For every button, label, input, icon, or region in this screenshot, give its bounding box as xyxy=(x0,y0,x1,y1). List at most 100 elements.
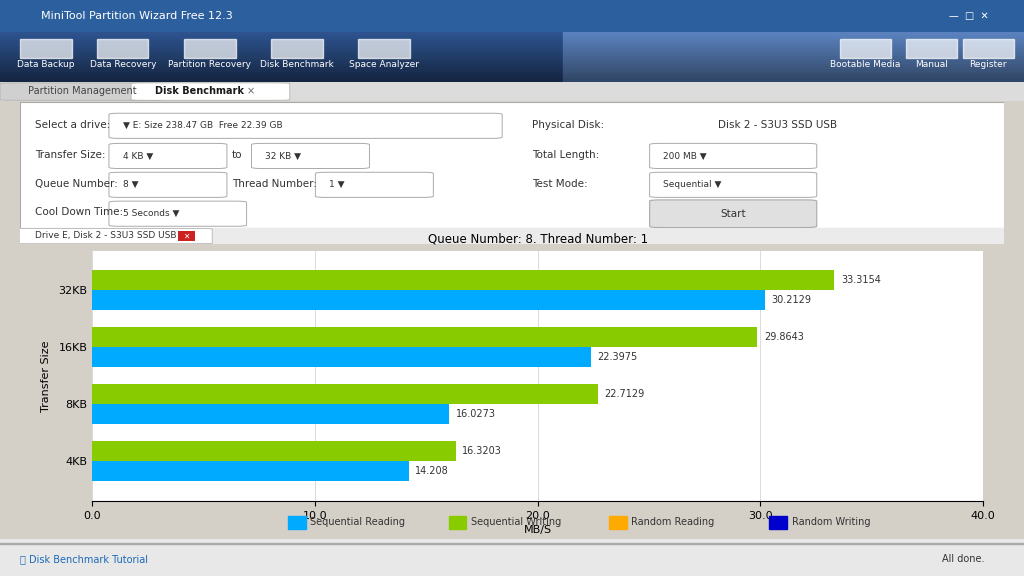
Text: Space Analyzer: Space Analyzer xyxy=(349,60,419,69)
Bar xyxy=(358,40,410,58)
Bar xyxy=(271,40,323,58)
Text: 16.0273: 16.0273 xyxy=(456,410,496,419)
Text: 4 KB ▼: 4 KB ▼ xyxy=(123,151,153,161)
Bar xyxy=(0,63,563,66)
Bar xyxy=(563,71,1024,73)
Text: 14.208: 14.208 xyxy=(416,466,450,476)
Text: Random Reading: Random Reading xyxy=(631,517,715,527)
Bar xyxy=(563,40,1024,42)
Bar xyxy=(840,40,891,58)
Text: Test Mode:: Test Mode: xyxy=(531,179,588,188)
Text: Manual: Manual xyxy=(915,60,948,69)
Bar xyxy=(92,384,598,404)
Bar xyxy=(563,81,1024,84)
Text: 16.3203: 16.3203 xyxy=(462,446,502,456)
Text: Select a drive:: Select a drive: xyxy=(35,120,111,130)
FancyBboxPatch shape xyxy=(6,229,212,244)
Bar xyxy=(0,47,563,50)
Text: Bootable Media: Bootable Media xyxy=(830,60,900,69)
Bar xyxy=(0,66,563,68)
Text: Physical Disk:: Physical Disk: xyxy=(531,120,604,130)
Bar xyxy=(906,40,957,58)
Text: MiniTool Partition Wizard Free 12.3: MiniTool Partition Wizard Free 12.3 xyxy=(41,11,232,21)
Bar xyxy=(563,52,1024,55)
Bar xyxy=(563,76,1024,78)
FancyBboxPatch shape xyxy=(109,113,502,138)
Bar xyxy=(0,78,563,81)
Bar xyxy=(0,42,563,45)
Bar xyxy=(0,60,563,63)
Bar xyxy=(92,441,456,461)
Text: ▼ E: Size 238.47 GB  Free 22.39 GB: ▼ E: Size 238.47 GB Free 22.39 GB xyxy=(123,122,283,130)
Bar xyxy=(609,516,627,529)
Text: 5 Seconds ▼: 5 Seconds ▼ xyxy=(123,209,179,218)
Text: 1 ▼: 1 ▼ xyxy=(329,180,345,190)
Bar xyxy=(178,232,196,241)
Text: —  □  ✕: — □ ✕ xyxy=(948,11,988,21)
Text: Sequential ▼: Sequential ▼ xyxy=(664,180,722,190)
FancyBboxPatch shape xyxy=(649,200,817,228)
Bar xyxy=(0,45,563,47)
Title: Queue Number: 8. Thread Number: 1: Queue Number: 8. Thread Number: 1 xyxy=(428,232,647,245)
Text: 29.8643: 29.8643 xyxy=(764,332,804,342)
Text: 30.2129: 30.2129 xyxy=(772,295,812,305)
Text: Thread Number:: Thread Number: xyxy=(231,179,316,188)
Bar xyxy=(97,40,148,58)
Text: Sequential Writing: Sequential Writing xyxy=(471,517,561,527)
Bar xyxy=(0,81,563,84)
Bar xyxy=(0,55,563,58)
Bar xyxy=(0,58,563,60)
Text: Partition Recovery: Partition Recovery xyxy=(168,60,252,69)
Bar xyxy=(963,40,1014,58)
FancyBboxPatch shape xyxy=(109,201,247,226)
Text: 32 KB ▼: 32 KB ▼ xyxy=(265,151,301,161)
Bar xyxy=(563,50,1024,52)
Text: 22.3975: 22.3975 xyxy=(598,353,638,362)
Text: Drive E, Disk 2 - S3U3 SSD USB: Drive E, Disk 2 - S3U3 SSD USB xyxy=(35,232,177,240)
Text: Cool Down Time:: Cool Down Time: xyxy=(35,207,123,218)
Bar xyxy=(92,404,450,425)
Bar xyxy=(288,516,306,529)
Bar xyxy=(563,37,1024,40)
Bar xyxy=(92,271,835,290)
Bar xyxy=(0,35,563,37)
FancyBboxPatch shape xyxy=(315,172,433,198)
X-axis label: MB/S: MB/S xyxy=(523,525,552,535)
Text: Total Length:: Total Length: xyxy=(531,150,599,160)
Text: Disk 2 - S3U3 SSD USB: Disk 2 - S3U3 SSD USB xyxy=(719,120,838,130)
Text: All done.: All done. xyxy=(942,554,985,564)
Bar xyxy=(0,32,563,35)
Bar xyxy=(0,76,563,78)
Bar xyxy=(92,461,409,481)
Bar xyxy=(0,50,563,52)
Bar xyxy=(92,347,591,367)
Bar xyxy=(20,40,72,58)
Text: Disk Benchmark: Disk Benchmark xyxy=(260,60,334,69)
FancyBboxPatch shape xyxy=(0,83,164,100)
Text: ×: × xyxy=(247,86,255,96)
Bar xyxy=(92,290,765,310)
Bar xyxy=(563,63,1024,66)
Bar xyxy=(0,52,563,55)
Bar xyxy=(0,68,563,71)
Text: Random Writing: Random Writing xyxy=(792,517,870,527)
Text: Transfer Size:: Transfer Size: xyxy=(35,150,105,160)
Bar xyxy=(0,71,563,73)
Bar xyxy=(563,32,1024,35)
Bar xyxy=(563,68,1024,71)
Bar xyxy=(563,45,1024,47)
Text: Data Backup: Data Backup xyxy=(17,60,75,69)
Bar xyxy=(563,66,1024,68)
FancyBboxPatch shape xyxy=(649,172,817,198)
Text: Sequential Reading: Sequential Reading xyxy=(310,517,406,527)
Bar xyxy=(184,40,236,58)
Bar xyxy=(563,47,1024,50)
Bar xyxy=(563,73,1024,75)
Text: Queue Number:: Queue Number: xyxy=(35,179,118,188)
Bar xyxy=(0,40,563,42)
FancyBboxPatch shape xyxy=(252,143,370,169)
Text: ✕: ✕ xyxy=(183,232,189,240)
Text: 8 ▼: 8 ▼ xyxy=(123,180,138,190)
Text: to: to xyxy=(231,150,243,160)
FancyBboxPatch shape xyxy=(109,143,227,169)
